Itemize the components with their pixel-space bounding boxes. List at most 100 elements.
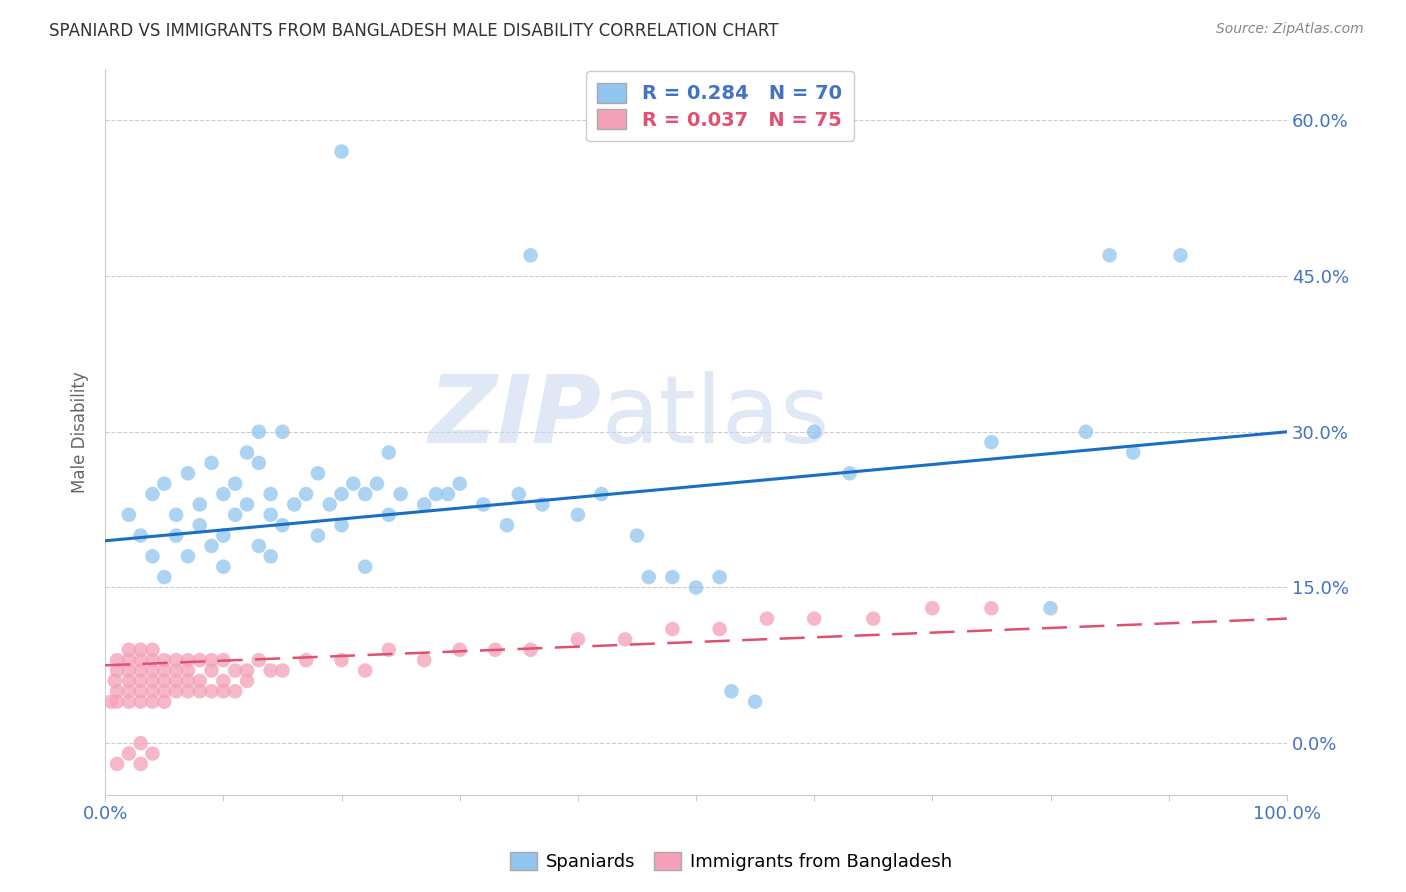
Point [153, 476, 176, 491]
Point [200, 664, 222, 678]
Point [141, 487, 163, 501]
Point [177, 664, 200, 678]
Point [709, 622, 731, 636]
Point [165, 684, 187, 698]
Point [141, 684, 163, 698]
Point [378, 508, 401, 522]
Point [165, 673, 187, 688]
Y-axis label: Male Disability: Male Disability [72, 371, 89, 492]
Point [141, 653, 163, 667]
Point [591, 487, 613, 501]
Point [283, 498, 305, 512]
Point [661, 622, 683, 636]
Point [626, 528, 648, 542]
Point [165, 664, 187, 678]
Point [259, 549, 281, 564]
Point [153, 570, 176, 584]
Point [709, 570, 731, 584]
Point [247, 539, 270, 553]
Point [129, 695, 152, 709]
Point [141, 642, 163, 657]
Point [519, 248, 541, 262]
Point [188, 518, 211, 533]
Point [378, 642, 401, 657]
Point [755, 612, 778, 626]
Point [177, 684, 200, 698]
Point [449, 642, 471, 657]
Point [177, 653, 200, 667]
Point [330, 145, 353, 159]
Point [212, 684, 235, 698]
Point [307, 528, 329, 542]
Point [177, 549, 200, 564]
Point [236, 445, 259, 459]
Point [1170, 248, 1192, 262]
Point [484, 642, 506, 657]
Point [508, 487, 530, 501]
Point [1074, 425, 1097, 439]
Point [118, 673, 141, 688]
Point [188, 498, 211, 512]
Point [104, 673, 127, 688]
Point [271, 425, 294, 439]
Point [803, 612, 825, 626]
Point [200, 653, 222, 667]
Point [259, 508, 281, 522]
Point [236, 664, 259, 678]
Point [165, 508, 187, 522]
Point [118, 508, 141, 522]
Point [129, 653, 152, 667]
Point [567, 632, 589, 647]
Point [838, 467, 860, 481]
Point [496, 518, 519, 533]
Point [425, 487, 447, 501]
Point [105, 653, 128, 667]
Point [105, 684, 128, 698]
Point [803, 425, 825, 439]
Point [153, 664, 176, 678]
Point [118, 653, 141, 667]
Point [212, 673, 235, 688]
Point [247, 653, 270, 667]
Point [212, 528, 235, 542]
Point [354, 664, 377, 678]
Point [100, 695, 122, 709]
Point [212, 559, 235, 574]
Point [188, 653, 211, 667]
Point [271, 518, 294, 533]
Point [685, 581, 707, 595]
Point [129, 756, 152, 771]
Point [224, 508, 246, 522]
Point [105, 695, 128, 709]
Point [862, 612, 884, 626]
Point [129, 528, 152, 542]
Point [129, 642, 152, 657]
Point [295, 653, 318, 667]
Point [200, 539, 222, 553]
Point [980, 601, 1002, 615]
Point [472, 498, 495, 512]
Point [247, 425, 270, 439]
Point [236, 498, 259, 512]
Point [165, 528, 187, 542]
Point [259, 487, 281, 501]
Legend: Spaniards, Immigrants from Bangladesh: Spaniards, Immigrants from Bangladesh [503, 845, 959, 879]
Point [153, 673, 176, 688]
Point [319, 498, 342, 512]
Point [354, 487, 377, 501]
Point [129, 736, 152, 750]
Point [177, 673, 200, 688]
Text: Source: ZipAtlas.com: Source: ZipAtlas.com [1216, 22, 1364, 37]
Point [188, 684, 211, 698]
Point [980, 435, 1002, 450]
Point [437, 487, 460, 501]
Point [118, 695, 141, 709]
Point [105, 664, 128, 678]
Point [165, 653, 187, 667]
Point [129, 684, 152, 698]
Point [118, 664, 141, 678]
Point [342, 476, 364, 491]
Point [212, 487, 235, 501]
Point [153, 695, 176, 709]
Point [200, 684, 222, 698]
